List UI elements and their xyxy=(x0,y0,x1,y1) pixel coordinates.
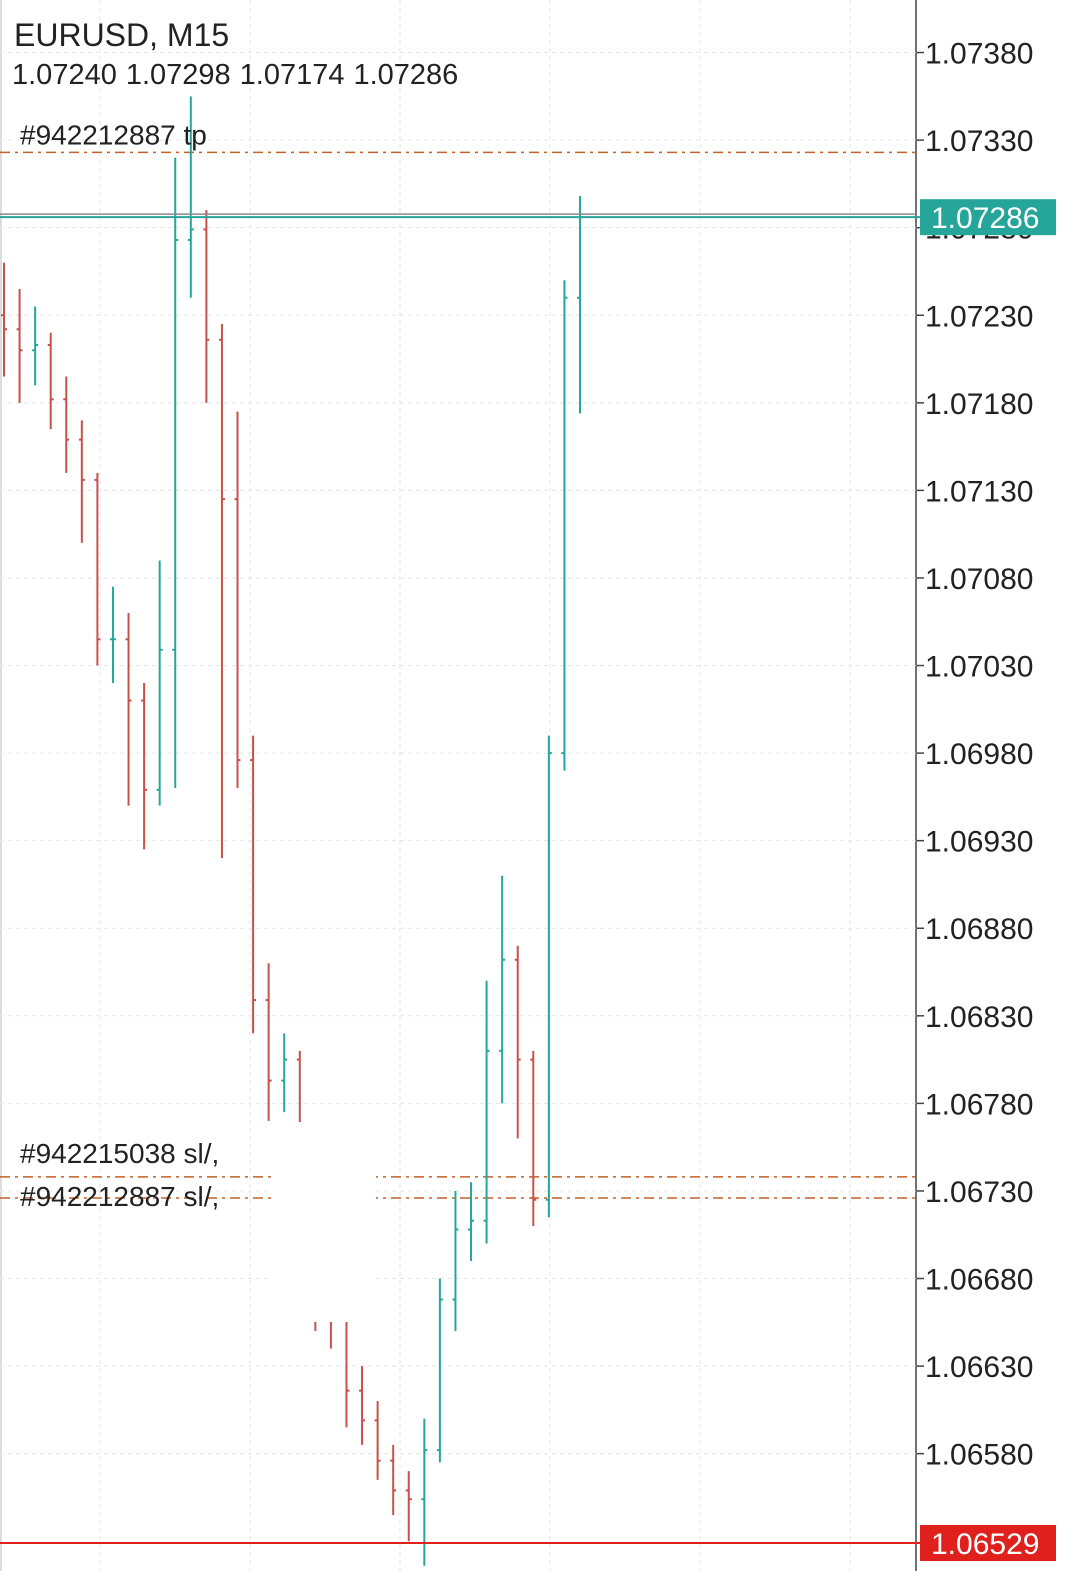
header-ohlc-value: 1.07286 xyxy=(353,59,458,91)
y-tick-label: 1.07230 xyxy=(925,300,1033,333)
y-tick-label: 1.07180 xyxy=(925,388,1033,421)
y-tick-label: 1.07330 xyxy=(925,125,1033,158)
y-tick-label: 1.06580 xyxy=(925,1439,1033,1472)
y-tick-label: 1.06680 xyxy=(925,1264,1033,1297)
y-tick-label: 1.06630 xyxy=(925,1351,1033,1384)
y-tick-label: 1.07030 xyxy=(925,651,1033,684)
y-tick-label: 1.07130 xyxy=(925,475,1033,508)
price-label: 1.06529 xyxy=(931,1528,1039,1561)
y-tick-label: 1.07080 xyxy=(925,563,1033,596)
price-label-box xyxy=(920,199,1056,236)
y-tick-label: 1.06880 xyxy=(925,913,1033,946)
vertical-grid xyxy=(99,0,851,1571)
header-ohlc: 1.07240 1.07298 1.07174 1.07286 xyxy=(12,59,458,91)
y-tick-label: 1.06780 xyxy=(925,1088,1033,1121)
y-tick-label: 1.06730 xyxy=(925,1176,1033,1209)
price-label-box xyxy=(920,1524,1056,1561)
y-tick-label: 1.06980 xyxy=(925,738,1033,771)
header-ohlc-value: 1.07174 xyxy=(240,59,345,91)
chart-title: EURUSD, M15 xyxy=(14,17,229,53)
order-label: #942212887 tp xyxy=(20,119,207,150)
y-tick-label: 1.06830 xyxy=(925,1001,1033,1034)
y-tick-label: 1.06930 xyxy=(925,826,1033,859)
order-label: #942212887 sl/, xyxy=(20,1181,219,1212)
order-label: #942215038 sl/, xyxy=(20,1138,219,1169)
header-ohlc-value: 1.07298 xyxy=(126,59,231,91)
y-tick-label: 1.07380 xyxy=(925,38,1033,71)
price-label: 1.07286 xyxy=(931,202,1039,235)
obscured-area xyxy=(272,1122,376,1322)
header-ohlc-value: 1.07240 xyxy=(12,59,117,91)
